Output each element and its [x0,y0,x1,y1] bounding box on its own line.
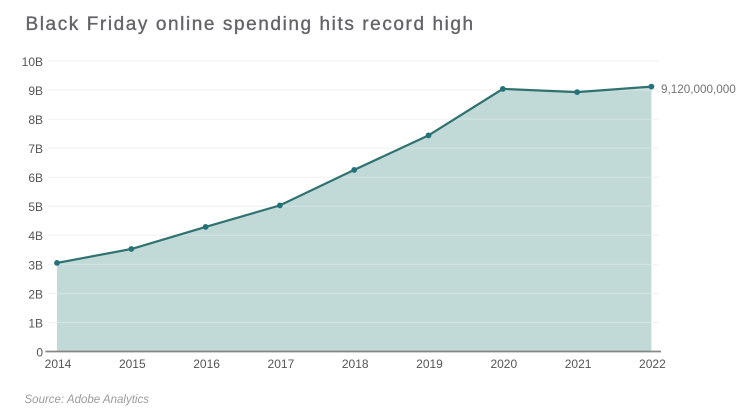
svg-text:9B: 9B [28,84,43,98]
svg-text:2014: 2014 [45,357,72,371]
svg-text:2015: 2015 [119,357,146,371]
svg-text:2019: 2019 [416,357,443,371]
svg-text:Source: Adobe Analytics: Source: Adobe Analytics [25,394,150,406]
svg-text:4B: 4B [28,229,43,243]
svg-text:2016: 2016 [193,357,220,371]
svg-text:2B: 2B [28,287,43,301]
svg-text:2017: 2017 [268,357,295,371]
svg-text:0: 0 [36,345,43,359]
svg-text:9,120,000,000: 9,120,000,000 [661,83,736,96]
svg-text:Black Friday online spending h: Black Friday online spending hits record… [26,14,475,35]
svg-text:2018: 2018 [342,357,369,371]
svg-text:2022: 2022 [639,357,666,371]
svg-text:2021: 2021 [565,357,592,371]
svg-text:10B: 10B [22,55,43,69]
svg-text:1B: 1B [28,316,43,330]
svg-text:7B: 7B [28,142,43,156]
svg-text:2020: 2020 [490,357,517,371]
svg-text:5B: 5B [28,200,43,214]
svg-text:3B: 3B [28,258,43,272]
svg-text:8B: 8B [28,113,43,127]
svg-text:6B: 6B [28,171,43,185]
